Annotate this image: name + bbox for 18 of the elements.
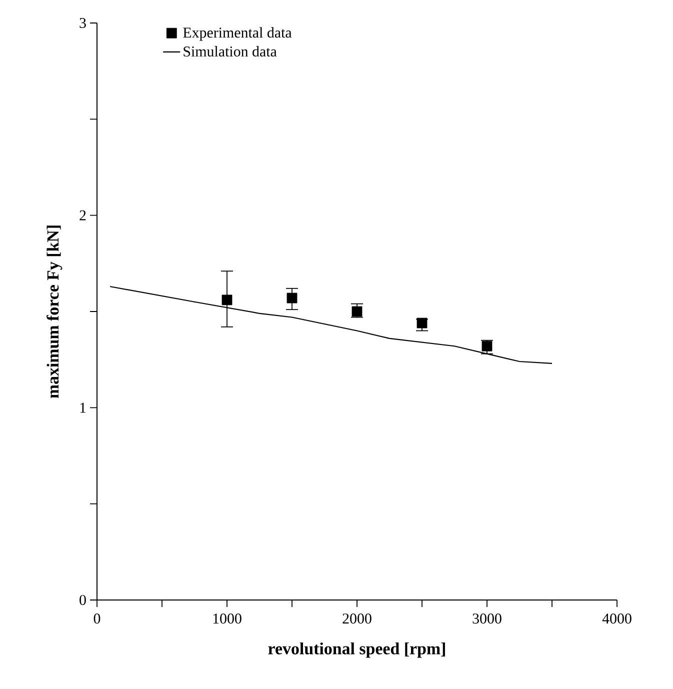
point (482, 340, 492, 352)
legend-label: Experimental data (183, 27, 292, 41)
y-tick-label: 1 (80, 402, 86, 413)
point (222, 294, 232, 306)
y-tick-label: 3 (80, 18, 86, 28)
x-tick-label: 0 (94, 614, 100, 624)
x-tick-label: 3000 (472, 614, 502, 624)
point (416, 318, 428, 328)
x-tick-label: 4000 (602, 614, 632, 624)
y-axis-title: maximum force Fy [kN] (46, 226, 62, 398)
point (286, 292, 298, 304)
x-tick-label: 1000 (213, 614, 242, 624)
y-tick-label: 0 (80, 594, 86, 606)
legend-label: Simulation data (184, 46, 277, 57)
y-tick-label: 2 (80, 210, 86, 220)
x-tick-label: 2000 (342, 614, 372, 624)
point (352, 306, 362, 317)
x-axis-title: revolutional speed [rpm] (268, 642, 445, 658)
